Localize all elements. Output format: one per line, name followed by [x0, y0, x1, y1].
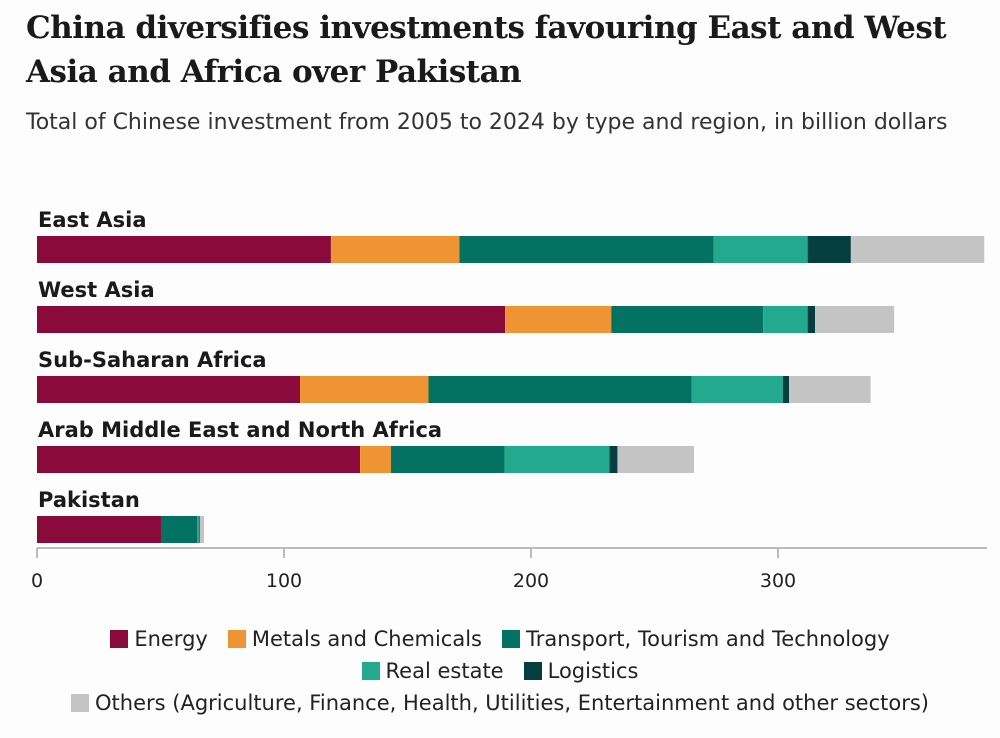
- legend-swatch: [71, 694, 90, 712]
- bar-segment-others: [199, 516, 204, 543]
- legend-swatch: [523, 662, 542, 680]
- bar-segment-transport: [160, 516, 198, 543]
- legend-row-2: Real estate Logistics: [0, 659, 1000, 683]
- legend-label: Transport, Tourism and Technology: [526, 627, 890, 651]
- category-label: Arab Middle East and North Africa: [38, 418, 442, 442]
- legend-swatch: [110, 630, 129, 648]
- legend-label: Energy: [134, 627, 208, 651]
- bar-segment-energy: [37, 376, 301, 403]
- legend-item: Transport, Tourism and Technology: [502, 627, 890, 651]
- legend-row-1: Energy Metals and Chemicals Transport, Tou…: [0, 627, 1000, 651]
- bar-segment-energy: [37, 306, 506, 333]
- bar-segment-transport: [390, 446, 505, 473]
- bar-segment-real: [763, 306, 808, 333]
- bar-segment-logistics: [198, 516, 200, 543]
- bar-segment-real: [691, 376, 783, 403]
- x-tick-label: 100: [266, 570, 302, 592]
- bar-segment-energy: [37, 446, 361, 473]
- bar-segment-logistics: [782, 376, 790, 403]
- legend-label: Logistics: [547, 659, 639, 683]
- bar-segment-metals: [360, 446, 391, 473]
- legend-label: Real estate: [385, 659, 504, 683]
- legend-item: Real estate: [361, 659, 504, 683]
- bar-segment-real: [197, 516, 199, 543]
- bar-chart: East Asia West Asia Sub-Saharan Africa Arab…: [31, 208, 987, 592]
- bar-segment-energy: [37, 236, 331, 263]
- bar-segment-others: [850, 236, 985, 263]
- bar-segment-energy: [37, 516, 161, 543]
- bar-segment-real: [504, 446, 610, 473]
- chart-title: China diversifies investments favouring …: [26, 10, 947, 90]
- legend-item: Logistics: [523, 659, 639, 683]
- bar-segment-real: [713, 236, 808, 263]
- legend-item: Others (Agriculture, Finance, Health, Ut…: [71, 691, 929, 715]
- legend-label: Others (Agriculture, Finance, Health, Ut…: [95, 691, 929, 715]
- category-label: Sub-Saharan Africa: [38, 348, 267, 372]
- bar-segment-transport: [611, 306, 764, 333]
- legend-swatch: [361, 662, 380, 680]
- x-tick-label: 0: [31, 570, 43, 592]
- x-tick-label: 200: [513, 570, 549, 592]
- legend-row-3: Others (Agriculture, Finance, Health, Ut…: [0, 691, 1000, 715]
- legend-item: Energy: [110, 627, 208, 651]
- chart-subtitle: Total of Chinese investment from 2005 to…: [26, 110, 948, 135]
- bar-segment-metals: [330, 236, 460, 263]
- bar-segment-transport: [459, 236, 714, 263]
- category-label: West Asia: [38, 278, 155, 302]
- category-label: East Asia: [38, 208, 147, 232]
- x-tick-label: 300: [760, 570, 796, 592]
- legend-swatch: [502, 630, 520, 648]
- legend-label: Metals and Chemicals: [251, 627, 482, 651]
- category-label: Pakistan: [38, 488, 140, 512]
- bar-segment-metals: [300, 376, 429, 403]
- bar-segment-logistics: [609, 446, 618, 473]
- bar-segment-logistics: [807, 236, 851, 263]
- bar-segment-others: [789, 376, 871, 403]
- legend-swatch: [227, 630, 246, 648]
- bar-segment-logistics: [807, 306, 816, 333]
- bar-segment-transport: [428, 376, 692, 403]
- legend-item: Metals and Chemicals: [227, 627, 482, 651]
- bar-segment-metals: [505, 306, 612, 333]
- bar-segment-others: [617, 446, 695, 473]
- bar-segment-others: [815, 306, 895, 333]
